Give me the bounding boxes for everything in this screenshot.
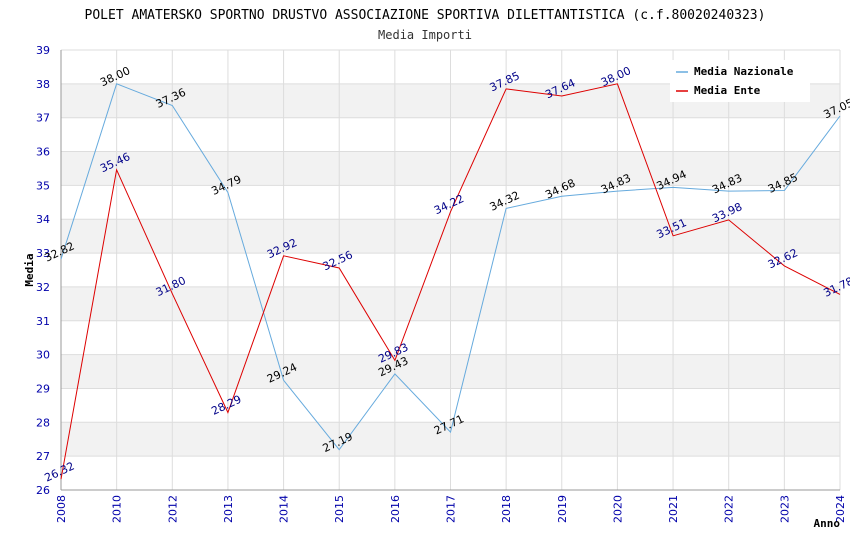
data-label-media-nazionale: 32.82 xyxy=(42,239,76,264)
y-tick-label: 32 xyxy=(36,281,50,294)
axes xyxy=(60,50,840,491)
x-tick-label: 2022 xyxy=(723,495,736,523)
x-tick-label: 2008 xyxy=(55,495,68,523)
data-label-media-nazionale: 34.32 xyxy=(488,189,522,214)
chart-title: POLET AMATERSKO SPORTNO DRUSTVO ASSOCIAZ… xyxy=(85,8,766,23)
chart-subtitle: Media Importi xyxy=(378,28,472,42)
y-tick-label: 35 xyxy=(36,179,50,192)
y-tick-label: 36 xyxy=(36,146,50,159)
legend-box xyxy=(670,60,810,102)
y-tick-label: 39 xyxy=(36,44,50,57)
x-tick-label: 2014 xyxy=(278,495,291,523)
x-axis-label: Anno xyxy=(814,517,841,530)
series-line-media-ente xyxy=(60,83,841,480)
series-line-media-nazionale xyxy=(60,83,841,451)
y-tick-label: 37 xyxy=(36,112,50,125)
x-tick-labels: 2008 2010 2012 2013 2014 2015 2016 2017 2018 2019… xyxy=(55,495,847,523)
y-tick-label: 30 xyxy=(36,349,50,362)
x-tick-label: 2024 xyxy=(834,495,847,523)
x-tick-label: 2016 xyxy=(389,495,402,523)
x-tick-label: 2013 xyxy=(222,495,235,523)
y-tick-label: 26 xyxy=(36,484,50,497)
y-tick-label: 34 xyxy=(36,213,50,226)
x-tick-label: 2023 xyxy=(778,495,791,523)
x-tick-label: 2021 xyxy=(667,495,680,523)
x-tick-label: 2018 xyxy=(500,495,513,523)
y-tick-label: 38 xyxy=(36,78,50,91)
y-tick-label: 28 xyxy=(36,416,50,429)
y-axis-label: Media xyxy=(23,253,36,286)
series-lines xyxy=(60,83,841,480)
x-tick-label: 2019 xyxy=(556,495,569,523)
legend-label-media-ente: Media Ente xyxy=(694,84,761,97)
x-tick-label: 2017 xyxy=(445,495,458,523)
y-tick-labels: 26 27 28 29 30 31 32 33 34 35 36 37 38 39 xyxy=(36,44,50,497)
legend: Media Nazionale Media Ente xyxy=(670,60,810,102)
gridlines xyxy=(60,49,841,491)
data-label-media-ente: 34.22 xyxy=(432,192,466,217)
x-tick-label: 2015 xyxy=(333,495,346,523)
x-tick-label: 2020 xyxy=(611,495,624,523)
y-tick-label: 29 xyxy=(36,382,50,395)
y-tick-label: 27 xyxy=(36,450,50,463)
data-label-media-ente: 26.32 xyxy=(42,459,76,484)
x-tick-label: 2010 xyxy=(111,495,124,523)
x-tick-label: 2012 xyxy=(166,495,179,523)
data-label-media-ente: 28.29 xyxy=(209,393,243,418)
y-tick-label: 33 xyxy=(36,247,50,260)
legend-label-media-nazionale: Media Nazionale xyxy=(694,65,794,78)
y-tick-label: 31 xyxy=(36,315,50,328)
